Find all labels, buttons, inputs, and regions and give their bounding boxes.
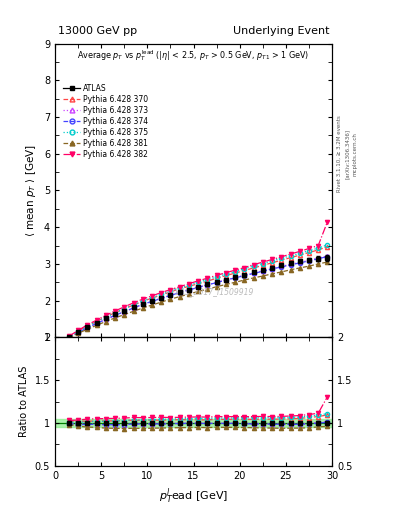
X-axis label: $p_T^l$ead [GeV]: $p_T^l$ead [GeV] — [159, 486, 228, 506]
Text: Average $p_T$ vs $p_T^{\rm lead}$ ($|\eta|$ < 2.5, $p_T$ > 0.5 GeV, $p_{T1}$ > 1: Average $p_T$ vs $p_T^{\rm lead}$ ($|\et… — [77, 48, 310, 63]
Text: [arXiv:1306.3436]: [arXiv:1306.3436] — [345, 129, 350, 179]
Text: mcplots.cern.ch: mcplots.cern.ch — [353, 132, 358, 176]
Text: ATLAS_2017_I1509919: ATLAS_2017_I1509919 — [167, 287, 254, 296]
Text: Underlying Event: Underlying Event — [233, 26, 329, 36]
Text: Rivet 3.1.10, ≥ 3.2M events: Rivet 3.1.10, ≥ 3.2M events — [337, 115, 342, 192]
Y-axis label: Ratio to ATLAS: Ratio to ATLAS — [19, 366, 29, 437]
Bar — [55, 419, 332, 428]
Legend: ATLAS, Pythia 6.428 370, Pythia 6.428 373, Pythia 6.428 374, Pythia 6.428 375, P: ATLAS, Pythia 6.428 370, Pythia 6.428 37… — [62, 82, 150, 160]
Text: 13000 GeV pp: 13000 GeV pp — [58, 26, 137, 36]
Y-axis label: $\langle$ mean $p_T$ $\rangle$ [GeV]: $\langle$ mean $p_T$ $\rangle$ [GeV] — [24, 144, 39, 237]
